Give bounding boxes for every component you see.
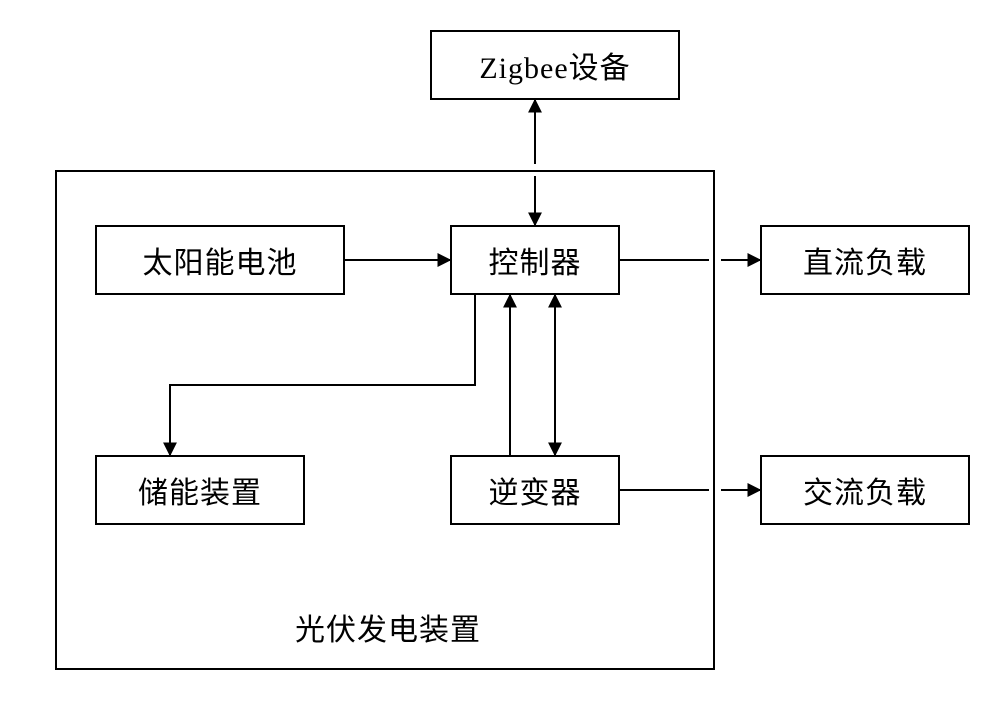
node-dc-load-label: 直流负载 [803, 238, 927, 282]
pv-system-label-text: 光伏发电装置 [295, 614, 481, 647]
node-controller-label: 控制器 [489, 238, 582, 282]
node-dc-load: 直流负载 [760, 225, 970, 295]
node-ac-load: 交流负载 [760, 455, 970, 525]
diagram-canvas: Zigbee设备 太阳能电池 控制器 直流负载 储能装置 逆变器 交流负载 光伏… [0, 0, 1000, 723]
node-zigbee: Zigbee设备 [430, 30, 680, 100]
node-controller: 控制器 [450, 225, 620, 295]
node-solar-label: 太阳能电池 [143, 238, 298, 282]
pv-system-label: 光伏发电装置 [295, 605, 481, 649]
node-inverter: 逆变器 [450, 455, 620, 525]
node-zigbee-label: Zigbee设备 [479, 43, 630, 87]
node-ac-load-label: 交流负载 [803, 468, 927, 512]
node-solar: 太阳能电池 [95, 225, 345, 295]
node-storage: 储能装置 [95, 455, 305, 525]
node-storage-label: 储能装置 [138, 468, 262, 512]
node-inverter-label: 逆变器 [489, 468, 582, 512]
